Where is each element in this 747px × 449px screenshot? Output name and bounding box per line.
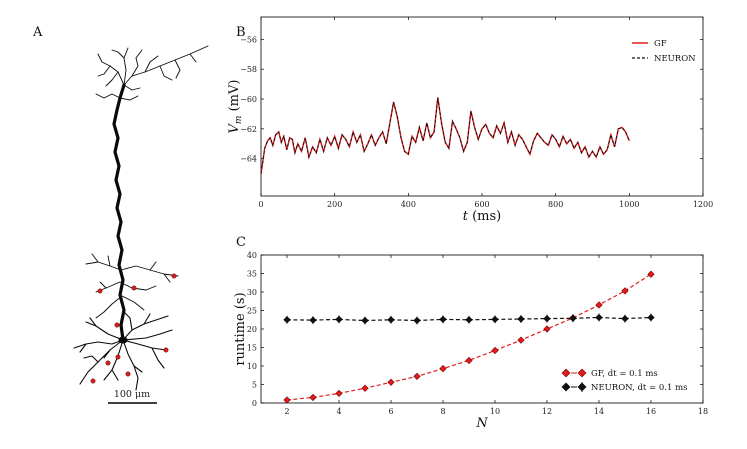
voltage-trace-chart: 0 200 400 600 800 1000 1200 −64 −62 −60 −58 −56 t (m… [227, 16, 713, 224]
data-point [439, 364, 447, 373]
y-tick-label: 0 [252, 399, 257, 408]
x-tick-label: 400 [401, 200, 416, 209]
y-axis-label: runtime (s) [233, 292, 248, 365]
synapse-dot [171, 273, 177, 279]
data-point [569, 314, 577, 322]
x-tick-label: 1200 [693, 200, 713, 209]
x-tick-label: 10 [490, 407, 500, 416]
basal-dendrites [73, 311, 173, 391]
data-point [647, 313, 655, 322]
data-point [595, 301, 603, 309]
data-point [335, 315, 343, 324]
synapse-markers [90, 273, 177, 384]
y-tick-label: 25 [247, 307, 257, 316]
synapse-dot [114, 322, 120, 328]
data-point [361, 316, 369, 325]
data-point [309, 316, 317, 324]
legend-label: NEURON [654, 54, 696, 64]
x-tick-label: 12 [542, 407, 552, 416]
legend-label: GF [654, 39, 667, 49]
y-tick-label: −62 [240, 125, 257, 134]
y-tick-label: 5 [252, 381, 257, 390]
plot-frame [260, 254, 704, 404]
synapse-dot [115, 354, 121, 360]
data-point [387, 378, 395, 386]
x-tick-label: 1000 [619, 200, 639, 209]
scale-bar-label: 100 μm [114, 389, 150, 400]
x-tick-label: 2 [284, 407, 289, 416]
data-point [413, 372, 421, 380]
data-point [621, 287, 629, 295]
x-tick-label: 14 [594, 407, 604, 416]
legend-label: GF, dt = 0.1 ms [591, 369, 658, 379]
panel-label-c: C [236, 235, 246, 250]
data-point [465, 316, 473, 324]
synapse-dot [163, 347, 169, 353]
legend-marker [577, 382, 587, 392]
y-tick-label: 40 [247, 251, 257, 260]
x-axis-label: t (ms) [463, 209, 502, 224]
data-point [283, 396, 291, 404]
data-point [491, 315, 499, 324]
legend-marker [577, 368, 587, 378]
x-tick-label: 8 [440, 407, 445, 416]
x-tick-label: 18 [698, 407, 708, 416]
synapse-dot [97, 288, 103, 294]
data-point [543, 315, 551, 323]
synapse-dot [90, 378, 96, 384]
x-tick-label: 600 [474, 200, 489, 209]
data-point [361, 384, 369, 392]
series-line-neuron [260, 97, 630, 174]
x-axis-label: N [475, 416, 488, 431]
legend-marker [561, 368, 571, 378]
legend-marker [561, 382, 571, 392]
data-point [283, 316, 291, 324]
data-point [413, 316, 421, 325]
x-tick-label: 4 [336, 407, 341, 416]
oblique-dendrites [85, 253, 179, 319]
soma [118, 336, 128, 344]
y-axis-label: Vm (mV) [227, 80, 244, 134]
data-point [543, 325, 551, 333]
data-point [621, 315, 629, 323]
y-tick-label: −64 [240, 155, 257, 164]
series-line-gf [260, 97, 630, 174]
x-tick-label: 6 [388, 407, 393, 416]
y-tick-label: 15 [247, 344, 257, 353]
data-point [517, 315, 525, 323]
x-tick-label: 16 [646, 407, 656, 416]
y-tick-label: −60 [240, 95, 257, 104]
data-point [335, 389, 343, 398]
synapse-dot [125, 371, 131, 377]
y-tick-label: 30 [247, 288, 257, 297]
y-tick-label: −56 [240, 35, 257, 44]
series-line [286, 273, 652, 401]
data-point [647, 270, 655, 278]
data-point [491, 346, 499, 355]
x-tick-label: 800 [548, 200, 563, 209]
data-point [465, 356, 473, 365]
y-tick-label: 20 [247, 325, 257, 334]
y-tick-label: −58 [240, 65, 257, 74]
synapse-dot [131, 285, 137, 291]
plot-frame [260, 16, 704, 197]
y-tick-label: 35 [247, 270, 257, 279]
synapse-dot [105, 360, 111, 366]
legend-label: NEURON, dt = 0.1 ms [591, 383, 688, 393]
neuron-morphology [73, 45, 209, 391]
data-point [595, 313, 603, 322]
data-point [517, 336, 525, 344]
apical-tuft [95, 45, 209, 101]
x-tick-label: 200 [327, 200, 342, 209]
apical-trunk [112, 83, 126, 342]
data-point [439, 315, 447, 324]
x-tick-label: 0 [258, 200, 263, 209]
panel-label-a: A [32, 25, 43, 40]
y-tick-label: 10 [247, 362, 257, 371]
panel-label-b: B [236, 25, 246, 40]
data-point [309, 393, 317, 402]
data-point [387, 316, 395, 324]
